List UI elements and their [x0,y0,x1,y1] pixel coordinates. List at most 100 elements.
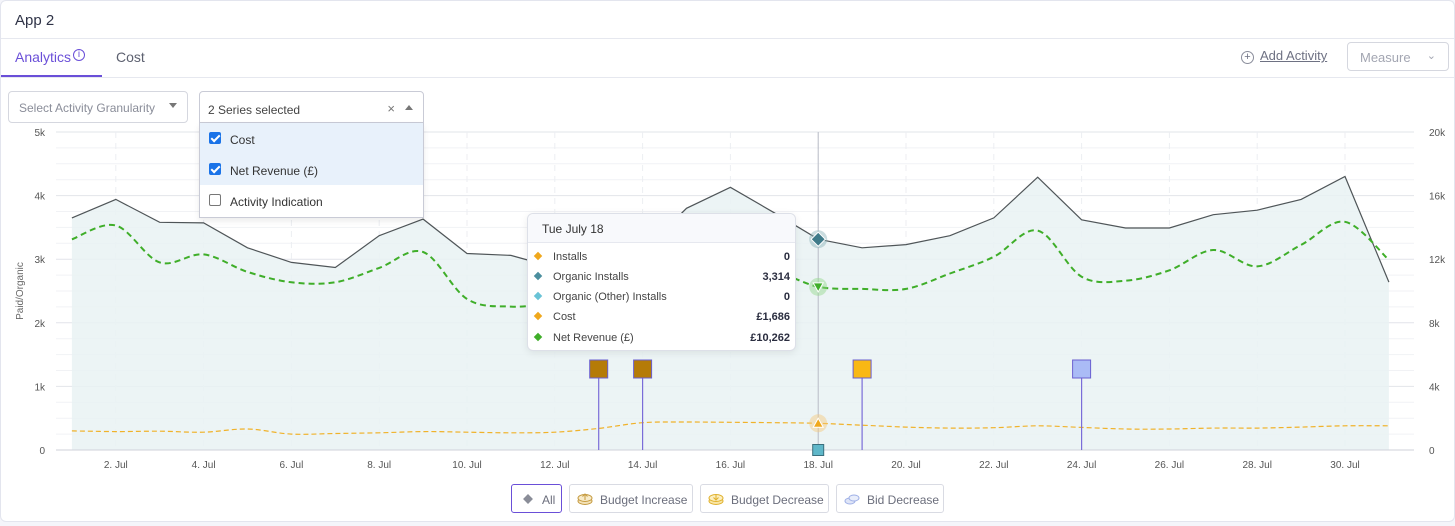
tooltip-row-value: 0 [783,251,790,263]
x-tick-label: 26. Jul [1155,460,1184,471]
diamond-icon [523,494,533,504]
y2-tick-label: 12k [1429,255,1446,266]
measure-placeholder: Measure [1360,50,1411,65]
x-tick-label: 22. Jul [979,460,1008,471]
tab-analytics[interactable]: Analytics i [15,49,86,65]
tooltip-row-name: Installs [553,251,588,263]
chevron-down-icon: ⌄ [1426,50,1436,62]
tooltip-row-name: Organic Installs [553,271,629,283]
series-option-net-revenue[interactable]: Net Revenue (£) [200,154,423,185]
diamond-icon [533,291,543,301]
x-tick-label: 14. Jul [628,460,657,471]
tab-analytics-label: Analytics [15,49,72,65]
legend-bid-decrease-button[interactable]: Bid Decrease [836,484,944,513]
x-tick-label: 16. Jul [716,460,745,471]
x-tick-label: 6. Jul [279,460,303,471]
tab-cost[interactable]: Cost [116,49,145,65]
legend-budget-increase-button[interactable]: Budget Increase [569,484,693,513]
tooltip-row-value: 0 [783,291,790,303]
series-option-label: Cost [230,133,255,147]
series-summary: 2 Series selected [208,103,301,117]
add-activity-button[interactable]: + Add Activity [1241,48,1327,64]
tooltip-row-name: Net Revenue (£) [553,332,634,344]
y-tick-label: 1k [34,382,46,393]
legend-all-button[interactable]: All [511,484,562,513]
series-option-activity-indication[interactable]: Activity Indication [200,185,423,216]
x-tick-label: 20. Jul [891,460,920,471]
tooltip-row-organic-other-installs: Organic (Other) Installs 0 [528,288,797,308]
budget-decrease-icon [708,494,724,505]
tooltip-row-net-revenue: Net Revenue (£) £10,262 [528,329,797,349]
y2-tick-label: 0 [1429,446,1435,457]
x-tick-label: 28. Jul [1242,460,1271,471]
diamond-icon [533,311,543,321]
activity-marker [852,359,872,379]
series-dropdown: Cost Net Revenue (£) Activity Indication [199,123,424,218]
tooltip-row-name: Organic (Other) Installs [553,291,667,303]
diamond-icon [533,332,543,342]
y2-tick-label: 8k [1429,319,1441,330]
plus-circle-icon: + [1241,51,1254,64]
installs-marker [812,444,825,456]
x-tick-label: 2. Jul [104,460,128,471]
activity-granularity-select[interactable]: Select Activity Granularity [8,91,188,123]
measure-select[interactable]: Measure ⌄ [1347,42,1449,71]
granularity-placeholder: Select Activity Granularity [19,101,156,115]
tooltip-date: Tue July 18 [528,214,795,243]
x-tick-label: 10. Jul [452,460,481,471]
checkbox-activity-indication[interactable] [209,194,221,206]
divider [1,77,1454,78]
budget-increase-icon [577,493,593,505]
tooltip-row-value: £1,686 [756,311,790,323]
clear-icon[interactable]: × [387,101,395,116]
info-circle-icon[interactable]: i [73,49,86,61]
x-tick-label: 24. Jul [1067,460,1096,471]
series-option-label: Activity Indication [230,195,323,209]
legend-label: Budget Increase [600,493,688,507]
y-tick-label: 0 [39,446,45,457]
divider [1,38,1454,39]
add-activity-label: Add Activity [1260,48,1328,63]
organic-marker [810,231,826,248]
tab-cost-label: Cost [116,49,145,65]
tooltip-row-name: Cost [553,311,576,323]
x-tick-label: 18. Jul [803,460,832,471]
x-tick-label: 30. Jul [1330,460,1359,471]
cost-marker [812,417,825,428]
series-select[interactable]: 2 Series selected × [199,91,424,123]
x-tick-label: 4. Jul [192,460,216,471]
y2-tick-label: 16k [1429,192,1446,203]
checkbox-cost[interactable] [209,132,221,144]
organic-line [71,175,1390,283]
checkbox-net-revenue[interactable] [209,163,221,175]
tooltip-row-installs: Installs 0 [528,248,797,268]
chart-tooltip: Tue July 18 Installs 0 Organic Installs … [527,213,796,351]
y2-tick-label: 4k [1429,382,1441,393]
activity-marker [1072,359,1092,379]
tooltip-row-value: 3,314 [762,271,790,283]
x-tick-label: 12. Jul [540,460,569,471]
caret-down-icon [169,103,177,108]
legend-label: All [542,493,556,507]
cost-line [71,421,1389,435]
y-axis-label: Paid/Organic [15,262,26,320]
legend-label: Bid Decrease [867,493,940,507]
active-tab-indicator [1,75,102,77]
app-title: App 2 [15,12,55,29]
y-tick-label: 3k [34,255,46,266]
activity-marker [633,359,653,379]
series-option-cost[interactable]: Cost [200,123,423,154]
tooltip-row-organic-installs: Organic Installs 3,314 [528,268,797,288]
revenue-marker [812,282,825,293]
diamond-icon [533,271,543,281]
diamond-icon [533,251,543,261]
legend-label: Budget Decrease [731,493,824,507]
series-option-label: Net Revenue (£) [230,164,319,178]
y2-tick-label: 20k [1429,128,1446,139]
legend-budget-decrease-button[interactable]: Budget Decrease [700,484,829,513]
y-tick-label: 5k [34,128,46,139]
y-tick-label: 4k [34,192,46,203]
bid-decrease-icon [844,494,860,505]
caret-up-icon[interactable] [405,105,413,110]
